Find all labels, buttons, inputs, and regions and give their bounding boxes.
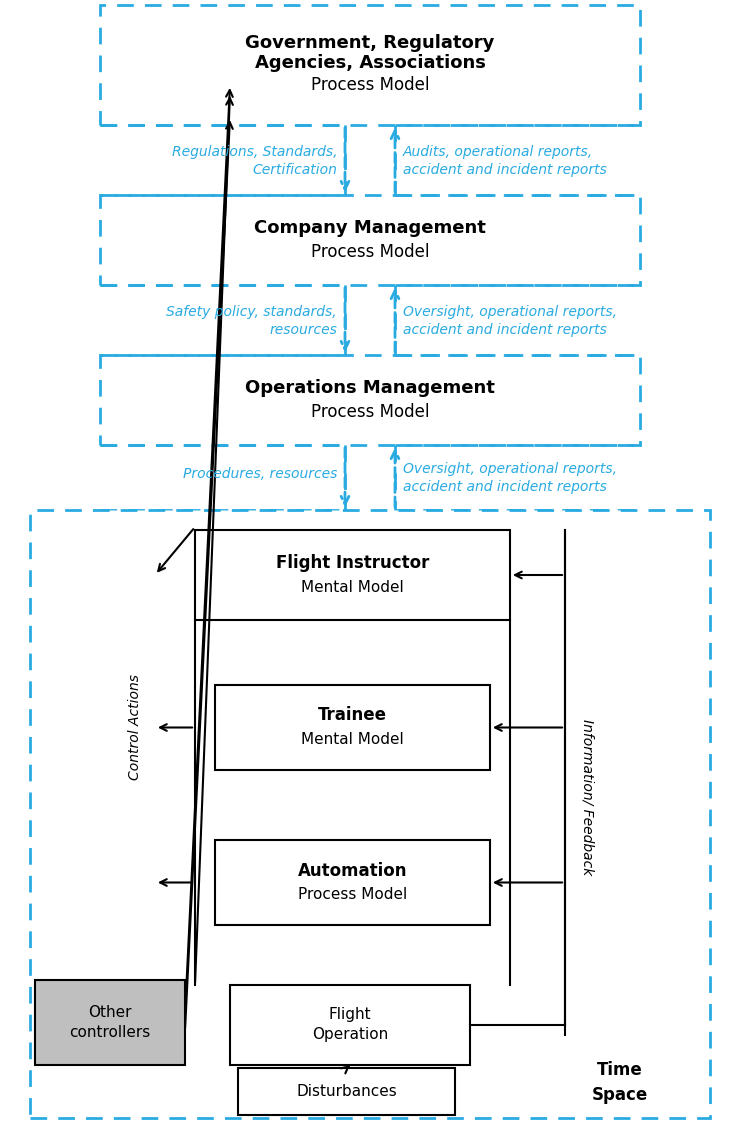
Text: Mental Model: Mental Model [301, 732, 404, 747]
Text: Flight Instructor: Flight Instructor [276, 554, 429, 572]
Text: accident and incident reports: accident and incident reports [403, 323, 607, 337]
Bar [195, 530, 510, 620]
Text: Process Model: Process Model [298, 887, 407, 902]
Bar [238, 1067, 455, 1115]
Text: Disturbances: Disturbances [296, 1084, 397, 1099]
Text: Safety policy, standards,: Safety policy, standards, [166, 305, 337, 319]
Text: Agencies, Associations: Agencies, Associations [254, 54, 486, 72]
Bar [215, 840, 490, 924]
Text: Flight: Flight [329, 1008, 371, 1022]
Text: Oversight, operational reports,: Oversight, operational reports, [403, 305, 617, 319]
Text: Mental Model: Mental Model [301, 580, 404, 595]
Text: accident and incident reports: accident and incident reports [403, 163, 607, 177]
Text: Oversight, operational reports,: Oversight, operational reports, [403, 463, 617, 476]
Text: accident and incident reports: accident and incident reports [403, 481, 607, 494]
Text: Regulations, Standards,: Regulations, Standards, [171, 145, 337, 159]
Text: Company Management: Company Management [254, 218, 486, 236]
Text: Operation: Operation [312, 1028, 388, 1043]
Text: Automation: Automation [298, 861, 407, 879]
Text: Operations Management: Operations Management [245, 379, 495, 397]
Text: Certification: Certification [252, 163, 337, 177]
Text: Information/ Feedback: Information/ Feedback [580, 720, 594, 876]
Text: Audits, operational reports,: Audits, operational reports, [403, 145, 593, 159]
Text: Process Model: Process Model [311, 75, 429, 93]
Bar [35, 980, 185, 1065]
Text: resources: resources [269, 323, 337, 337]
Bar [215, 685, 490, 770]
Text: Process Model: Process Model [311, 243, 429, 261]
Text: Trainee: Trainee [318, 706, 387, 724]
Text: Government, Regulatory: Government, Regulatory [245, 34, 494, 52]
Bar [230, 985, 470, 1065]
Text: Space: Space [592, 1085, 648, 1103]
Text: Other: Other [88, 1006, 132, 1020]
Text: Control Actions: Control Actions [128, 674, 142, 780]
Text: Process Model: Process Model [311, 403, 429, 421]
Bar [30, 510, 710, 1118]
Text: Time: Time [597, 1061, 643, 1079]
Text: controllers: controllers [69, 1025, 151, 1040]
Bar [100, 195, 640, 285]
Text: Procedures, resources: Procedures, resources [183, 466, 337, 481]
Bar [100, 355, 640, 445]
Bar [100, 5, 640, 125]
